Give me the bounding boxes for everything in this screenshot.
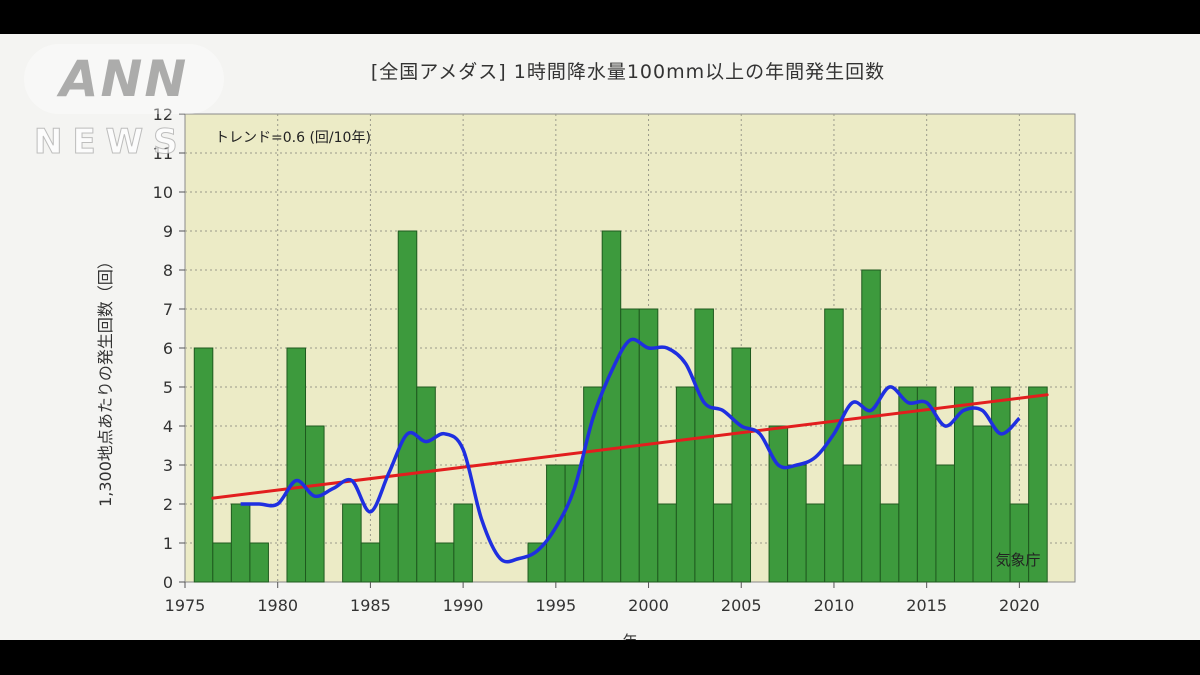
bar-1986 bbox=[379, 503, 399, 583]
bar-2016 bbox=[935, 464, 955, 583]
chart: [全国アメダス] 1時間降水量100mm以上の年間発生回数 0123456789… bbox=[96, 61, 1076, 640]
bar-1989 bbox=[434, 542, 455, 583]
y-tick-label: 11 bbox=[153, 144, 173, 163]
bar-1998 bbox=[601, 230, 622, 583]
bar-1987 bbox=[397, 230, 418, 583]
x-tick-label: 2000 bbox=[628, 596, 669, 615]
y-tick-label: 8 bbox=[163, 261, 173, 280]
bar-2002 bbox=[675, 386, 696, 583]
bar-2018 bbox=[972, 425, 993, 583]
bar-1990 bbox=[453, 503, 473, 583]
line-series bbox=[211, 337, 1049, 564]
y-tick-label: 10 bbox=[153, 183, 173, 202]
bar-2001 bbox=[657, 503, 677, 583]
bar-1977 bbox=[212, 542, 232, 583]
bar-2020 bbox=[1009, 503, 1030, 583]
y-tick-label: 9 bbox=[163, 222, 173, 241]
x-tick-label: 1995 bbox=[535, 596, 576, 615]
y-tick-label: 5 bbox=[163, 378, 173, 397]
bar-1985 bbox=[360, 542, 381, 583]
bar-2008 bbox=[787, 464, 807, 583]
y-tick-label: 1 bbox=[163, 534, 173, 553]
x-tick-label: 1980 bbox=[257, 596, 298, 615]
x-tick-label: 2005 bbox=[721, 596, 762, 615]
bar-2009 bbox=[805, 503, 826, 583]
x-tick-label: 1990 bbox=[443, 596, 484, 615]
bar-2015 bbox=[916, 386, 937, 583]
moving-average-line bbox=[240, 337, 1021, 564]
x-tick-label: 2010 bbox=[814, 596, 855, 615]
bar-2012 bbox=[861, 269, 881, 583]
bar-2019 bbox=[991, 386, 1011, 583]
y-tick-label: 12 bbox=[153, 105, 173, 124]
bar-2007 bbox=[768, 425, 789, 583]
chart-title: [全国アメダス] 1時間降水量100mm以上の年間発生回数 bbox=[371, 61, 885, 83]
bar-1984 bbox=[342, 503, 362, 583]
trend-label: トレンド=0.6 (回/10年) bbox=[215, 130, 371, 146]
bar-2005 bbox=[731, 347, 752, 583]
x-tick-label: 1975 bbox=[165, 596, 206, 615]
x-axis-label: 年 bbox=[622, 632, 637, 640]
bar-1979 bbox=[249, 542, 269, 583]
bar-1982 bbox=[305, 425, 325, 583]
bar-1988 bbox=[416, 386, 436, 583]
x-tick-label: 2020 bbox=[999, 596, 1040, 615]
bar-2011 bbox=[842, 464, 863, 583]
bar-2014 bbox=[898, 386, 918, 583]
bar-1995 bbox=[546, 464, 566, 583]
y-tick-label: 2 bbox=[163, 495, 173, 514]
bar-1976 bbox=[193, 347, 214, 583]
x-axis-ticks: 1975 1980 1985 1990 1995 2000 2005 2010 2015 2020 bbox=[165, 582, 1040, 615]
bar-1978 bbox=[230, 503, 251, 583]
y-axis-label: 1,300地点あたりの発生回数（回） bbox=[96, 253, 115, 507]
bar-2013 bbox=[879, 503, 900, 583]
y-tick-label: 3 bbox=[163, 456, 173, 475]
x-tick-label: 2015 bbox=[906, 596, 947, 615]
bar-2021 bbox=[1028, 386, 1048, 583]
bar-2004 bbox=[712, 503, 733, 583]
source-label: 気象庁 bbox=[995, 551, 1040, 569]
y-tick-label: 4 bbox=[163, 417, 173, 436]
bar-series bbox=[193, 230, 1048, 583]
x-tick-label: 1985 bbox=[350, 596, 391, 615]
y-tick-label: 0 bbox=[163, 573, 173, 592]
y-tick-label: 7 bbox=[163, 300, 173, 319]
y-tick-label: 6 bbox=[163, 339, 173, 358]
bar-1981 bbox=[286, 347, 307, 583]
bar-2003 bbox=[694, 308, 714, 583]
